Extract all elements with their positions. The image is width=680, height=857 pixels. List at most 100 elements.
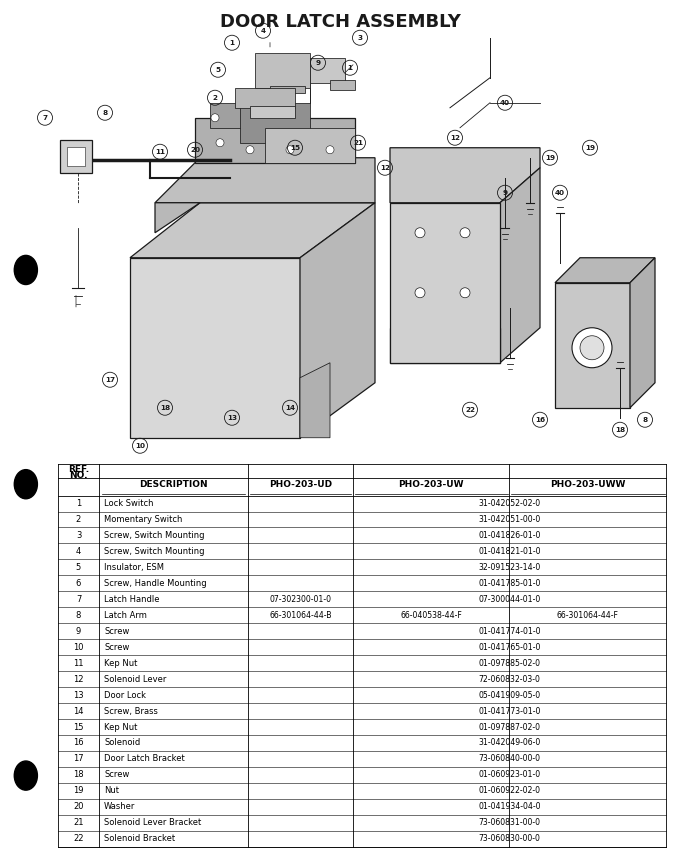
Text: 20: 20 — [190, 147, 200, 153]
Text: 18: 18 — [160, 405, 170, 411]
Text: 14: 14 — [73, 706, 84, 716]
Text: 66-040538-44-F: 66-040538-44-F — [401, 611, 462, 620]
Circle shape — [460, 288, 470, 297]
Text: 01-060922-02-0: 01-060922-02-0 — [479, 787, 541, 795]
Text: NO.: NO. — [69, 471, 88, 480]
Text: Solenoid Lever: Solenoid Lever — [104, 674, 167, 684]
Text: 73-060831-00-0: 73-060831-00-0 — [479, 818, 541, 827]
Text: 32-091523-14-0: 32-091523-14-0 — [479, 563, 541, 572]
Polygon shape — [555, 283, 630, 408]
Text: 19: 19 — [73, 787, 84, 795]
Text: 10: 10 — [135, 443, 145, 449]
Polygon shape — [270, 86, 305, 93]
Text: 17: 17 — [105, 377, 115, 383]
Text: 66-301064-44-F: 66-301064-44-F — [557, 611, 619, 620]
Text: 2: 2 — [76, 515, 81, 524]
Text: Latch Arm: Latch Arm — [104, 611, 147, 620]
Text: Screw, Switch Mounting: Screw, Switch Mounting — [104, 547, 205, 556]
Text: 1: 1 — [230, 39, 235, 45]
Polygon shape — [630, 258, 655, 408]
Text: Washer: Washer — [104, 802, 135, 812]
Text: 11: 11 — [155, 149, 165, 155]
Text: PHO-203-UD: PHO-203-UD — [269, 481, 333, 489]
Text: 01-041765-01-0: 01-041765-01-0 — [479, 643, 541, 651]
Polygon shape — [300, 363, 330, 438]
Polygon shape — [390, 147, 540, 203]
Polygon shape — [330, 80, 355, 90]
Text: 12: 12 — [380, 165, 390, 171]
Text: 18: 18 — [73, 770, 84, 779]
Text: Insulator, ESM: Insulator, ESM — [104, 563, 164, 572]
Text: Solenoid Bracket: Solenoid Bracket — [104, 834, 175, 843]
Polygon shape — [390, 203, 500, 363]
Text: DESCRIPTION: DESCRIPTION — [139, 481, 208, 489]
Polygon shape — [240, 103, 310, 143]
Text: 8: 8 — [643, 417, 647, 423]
Text: 10: 10 — [73, 643, 84, 651]
Circle shape — [216, 139, 224, 147]
Text: 07-300044-01-0: 07-300044-01-0 — [479, 595, 541, 604]
Text: 01-041774-01-0: 01-041774-01-0 — [479, 626, 541, 636]
Text: Solenoid: Solenoid — [104, 739, 140, 747]
Text: 05-041909-05-0: 05-041909-05-0 — [479, 691, 541, 699]
Text: Solenoid Lever Bracket: Solenoid Lever Bracket — [104, 818, 201, 827]
Text: 16: 16 — [535, 417, 545, 423]
Text: 5: 5 — [216, 67, 220, 73]
Text: 40: 40 — [555, 189, 565, 195]
Text: 01-041826-01-0: 01-041826-01-0 — [479, 531, 541, 540]
Text: DOOR LATCH ASSEMBLY: DOOR LATCH ASSEMBLY — [220, 13, 460, 31]
Polygon shape — [130, 258, 300, 438]
Circle shape — [460, 228, 470, 237]
Text: Screw: Screw — [104, 626, 129, 636]
Circle shape — [326, 146, 334, 153]
Text: 01-041773-01-0: 01-041773-01-0 — [479, 706, 541, 716]
Polygon shape — [67, 147, 85, 165]
Circle shape — [246, 146, 254, 153]
Text: Screw: Screw — [104, 643, 129, 651]
Text: 3: 3 — [358, 35, 362, 41]
Text: 31-042049-06-0: 31-042049-06-0 — [479, 739, 541, 747]
Polygon shape — [310, 57, 345, 83]
Text: 1: 1 — [347, 65, 352, 71]
Text: 19: 19 — [585, 145, 595, 151]
Text: 20: 20 — [73, 802, 84, 812]
Text: Screw: Screw — [104, 770, 129, 779]
Text: 01-041934-04-0: 01-041934-04-0 — [479, 802, 541, 812]
Polygon shape — [155, 203, 200, 233]
Text: 14: 14 — [285, 405, 295, 411]
Text: 72-060832-03-0: 72-060832-03-0 — [479, 674, 541, 684]
Text: 21: 21 — [73, 818, 84, 827]
Polygon shape — [250, 105, 295, 117]
Text: 9: 9 — [503, 189, 507, 195]
Text: 40: 40 — [500, 99, 510, 105]
Text: 07-302300-01-0: 07-302300-01-0 — [270, 595, 332, 604]
Text: 18: 18 — [615, 427, 625, 433]
Text: Screw, Brass: Screw, Brass — [104, 706, 158, 716]
Text: 17: 17 — [73, 754, 84, 764]
Text: PHO-203-UW: PHO-203-UW — [398, 481, 464, 489]
Text: 9: 9 — [76, 626, 81, 636]
Text: 19: 19 — [545, 155, 555, 161]
Circle shape — [580, 336, 604, 360]
Text: 01-097887-02-0: 01-097887-02-0 — [479, 722, 541, 732]
Circle shape — [415, 288, 425, 297]
Text: 22: 22 — [465, 407, 475, 413]
Text: 13: 13 — [73, 691, 84, 699]
Text: 73-060840-00-0: 73-060840-00-0 — [479, 754, 541, 764]
Text: REF.: REF. — [68, 464, 89, 474]
Text: 5: 5 — [76, 563, 81, 572]
Text: 01-041821-01-0: 01-041821-01-0 — [479, 547, 541, 556]
Polygon shape — [195, 117, 355, 163]
Text: Door Latch Bracket: Door Latch Bracket — [104, 754, 185, 764]
Text: 3: 3 — [75, 531, 81, 540]
Text: Kep Nut: Kep Nut — [104, 722, 137, 732]
Text: 7: 7 — [42, 115, 48, 121]
Text: 66-301064-44-B: 66-301064-44-B — [269, 611, 332, 620]
Polygon shape — [130, 203, 375, 258]
Text: 9: 9 — [316, 60, 320, 66]
Circle shape — [415, 228, 425, 237]
Text: 4: 4 — [260, 27, 265, 33]
Text: Momentary Switch: Momentary Switch — [104, 515, 182, 524]
Polygon shape — [60, 140, 92, 173]
Text: 22: 22 — [73, 834, 84, 843]
